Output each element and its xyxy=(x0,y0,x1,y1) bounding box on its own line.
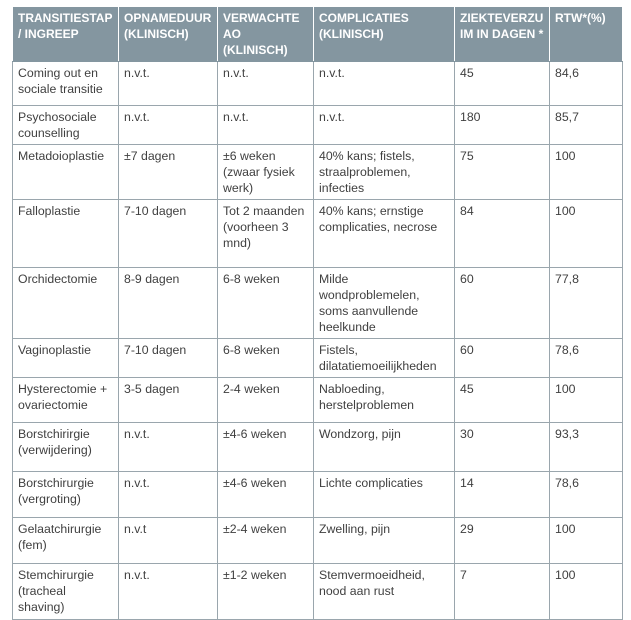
table-cell: Fistels, dilatatiemoeilijkheden xyxy=(313,338,455,378)
table-cell: n.v.t. xyxy=(118,422,218,472)
table-cell: 180 xyxy=(454,105,550,145)
table-cell: 100 xyxy=(549,144,623,200)
table-cell: Vaginoplastie xyxy=(12,338,119,378)
table-cell: Gelaatchirurgie (fem) xyxy=(12,517,119,564)
table: TRANSITIESTAP / INGREEP OPNAMEDUUR (KLINI… xyxy=(12,6,623,620)
table-cell: Coming out en sociale transitie xyxy=(12,61,119,106)
table-cell: ±4-6 weken xyxy=(217,471,314,518)
table-cell: 84,6 xyxy=(549,61,623,106)
table-cell: 14 xyxy=(454,471,550,518)
table-cell: 6-8 weken xyxy=(217,267,314,339)
table-cell: Milde wondproblemelen, soms aanvullende … xyxy=(313,267,455,339)
table-row: Metadoioplastie ±7 dagen ±6 weken (zwaar f… xyxy=(12,144,623,200)
table-cell: ±6 weken (zwaar fysiek werk) xyxy=(217,144,314,200)
table-cell: 7-10 dagen xyxy=(118,199,218,268)
table-row: Hysterectomie + ovariectomie 3-5 dagen 2-4… xyxy=(12,377,623,423)
table-cell: Lichte complicaties xyxy=(313,471,455,518)
table-cell: 3-5 dagen xyxy=(118,377,218,423)
table-cell: Falloplastie xyxy=(12,199,119,268)
table-cell: 8-9 dagen xyxy=(118,267,218,339)
table-cell: n.v.t. xyxy=(118,471,218,518)
table-cell: 2-4 weken xyxy=(217,377,314,423)
header-cell: RTW*(%) xyxy=(549,6,623,62)
header-row: TRANSITIESTAP / INGREEP OPNAMEDUUR (KLINI… xyxy=(12,6,623,62)
table-cell: Stemvermoeidheid, nood aan rust xyxy=(313,563,455,620)
table-row: Vaginoplastie 7-10 dagen 6-8 weken Fistels,… xyxy=(12,338,623,378)
table-row: Falloplastie 7-10 dagen Tot 2 maanden (voo… xyxy=(12,199,623,268)
table-cell: 100 xyxy=(549,199,623,268)
table-cell: ±7 dagen xyxy=(118,144,218,200)
table-cell: 6-8 weken xyxy=(217,338,314,378)
table-cell: n.v.t. xyxy=(313,61,455,106)
table-cell: 100 xyxy=(549,377,623,423)
table-cell: Orchidectomie xyxy=(12,267,119,339)
table-row: Coming out en sociale transitie n.v.t. n.v… xyxy=(12,61,623,106)
table-cell: 100 xyxy=(549,517,623,564)
table-cell: 77,8 xyxy=(549,267,623,339)
table-cell: Metadoioplastie xyxy=(12,144,119,200)
table-cell: Wondzorg, pijn xyxy=(313,422,455,472)
table-cell: ±2-4 weken xyxy=(217,517,314,564)
table-cell: n.v.t. xyxy=(118,105,218,145)
header-cell: ZIEKTEVERZUIM IN DAGEN * xyxy=(454,6,550,62)
table-cell: Borstchirurgie (vergroting) xyxy=(12,471,119,518)
table-cell: n.v.t xyxy=(118,517,218,564)
table-cell: Psychosociale counselling xyxy=(12,105,119,145)
header-cell: COMPLICATIES (KLINISCH) xyxy=(313,6,455,62)
table-row: Borstchirirgie (verwijdering) n.v.t. ±4-6 … xyxy=(12,422,623,472)
table-row: Borstchirurgie (vergroting) n.v.t. ±4-6 we… xyxy=(12,471,623,518)
header-cell: OPNAMEDUUR (KLINISCH) xyxy=(118,6,218,62)
table-cell: 78,6 xyxy=(549,338,623,378)
table-cell: 93,3 xyxy=(549,422,623,472)
table-cell: 30 xyxy=(454,422,550,472)
table-cell: Nabloeding, herstelproblemen xyxy=(313,377,455,423)
table-cell: 40% kans; fistels, straalproblemen, infe… xyxy=(313,144,455,200)
table-cell: Stemchirurgie (tracheal shaving) xyxy=(12,563,119,620)
table-row: Stemchirurgie (tracheal shaving) n.v.t. ±1… xyxy=(12,563,623,620)
header-cell: TRANSITIESTAP / INGREEP xyxy=(12,6,119,62)
table-cell: n.v.t. xyxy=(313,105,455,145)
table-cell: 84 xyxy=(454,199,550,268)
table-cell: ±1-2 weken xyxy=(217,563,314,620)
table-cell: 60 xyxy=(454,338,550,378)
table-row: Orchidectomie 8-9 dagen 6-8 weken Milde won… xyxy=(12,267,623,339)
table-cell: n.v.t. xyxy=(118,61,218,106)
table-row: Gelaatchirurgie (fem) n.v.t ±2-4 weken Zwel… xyxy=(12,517,623,564)
table-cell: 75 xyxy=(454,144,550,200)
table-cell: n.v.t. xyxy=(217,61,314,106)
table-cell: 7-10 dagen xyxy=(118,338,218,378)
table-cell: Borstchirirgie (verwijdering) xyxy=(12,422,119,472)
table-cell: 7 xyxy=(454,563,550,620)
table-cell: 85,7 xyxy=(549,105,623,145)
table-cell: 29 xyxy=(454,517,550,564)
table-cell: n.v.t. xyxy=(217,105,314,145)
table-cell: Hysterectomie + ovariectomie xyxy=(12,377,119,423)
table-cell: Zwelling, pijn xyxy=(313,517,455,564)
table-cell: n.v.t. xyxy=(118,563,218,620)
table-row: Psychosociale counselling n.v.t. n.v.t. n.v… xyxy=(12,105,623,145)
table-cell: 78,6 xyxy=(549,471,623,518)
table-cell: Tot 2 maanden (voorheen 3 mnd) xyxy=(217,199,314,268)
table-cell: ±4-6 weken xyxy=(217,422,314,472)
table-cell: 40% kans; ernstige complicaties, necrose xyxy=(313,199,455,268)
header-cell: VERWACHTE AO (KLINISCH) xyxy=(217,6,314,62)
table-cell: 100 xyxy=(549,563,623,620)
document: TRANSITIESTAP / INGREEP OPNAMEDUUR (KLINI… xyxy=(12,6,623,620)
table-cell: 60 xyxy=(454,267,550,339)
table-cell: 45 xyxy=(454,61,550,106)
table-cell: 45 xyxy=(454,377,550,423)
